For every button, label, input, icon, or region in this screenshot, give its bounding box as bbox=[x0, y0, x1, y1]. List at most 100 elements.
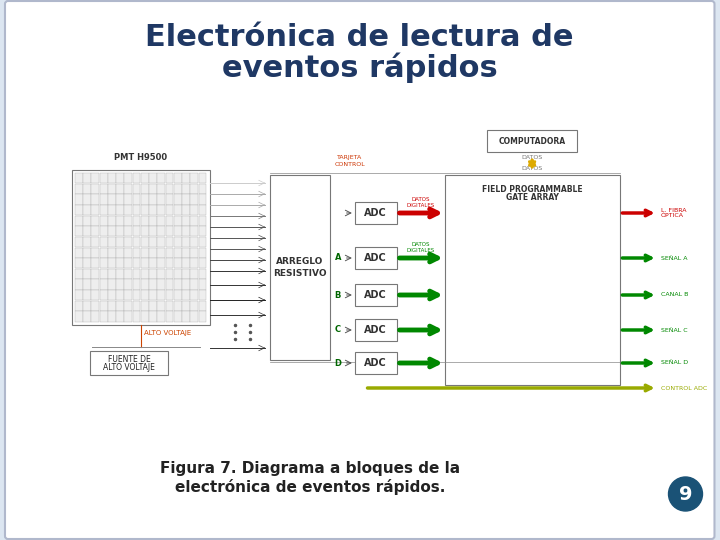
Text: CONTROL ADC: CONTROL ADC bbox=[660, 386, 707, 390]
FancyBboxPatch shape bbox=[108, 173, 116, 183]
Text: GATE ARRAY: GATE ARRAY bbox=[505, 192, 559, 201]
FancyBboxPatch shape bbox=[91, 269, 99, 279]
Text: DATOS
DIGITALES: DATOS DIGITALES bbox=[407, 242, 435, 253]
FancyBboxPatch shape bbox=[174, 258, 181, 268]
FancyBboxPatch shape bbox=[99, 312, 107, 322]
FancyBboxPatch shape bbox=[174, 184, 181, 194]
FancyBboxPatch shape bbox=[174, 215, 181, 226]
Text: 9: 9 bbox=[679, 484, 692, 503]
FancyBboxPatch shape bbox=[84, 301, 91, 311]
FancyBboxPatch shape bbox=[141, 290, 149, 300]
FancyBboxPatch shape bbox=[116, 205, 124, 215]
FancyBboxPatch shape bbox=[84, 205, 91, 215]
FancyBboxPatch shape bbox=[182, 279, 190, 289]
FancyBboxPatch shape bbox=[158, 269, 165, 279]
FancyBboxPatch shape bbox=[99, 290, 107, 300]
FancyBboxPatch shape bbox=[108, 215, 116, 226]
FancyBboxPatch shape bbox=[75, 194, 83, 205]
FancyBboxPatch shape bbox=[116, 184, 124, 194]
FancyBboxPatch shape bbox=[190, 301, 198, 311]
FancyBboxPatch shape bbox=[125, 290, 132, 300]
FancyBboxPatch shape bbox=[166, 205, 174, 215]
FancyBboxPatch shape bbox=[90, 351, 168, 375]
FancyBboxPatch shape bbox=[99, 215, 107, 226]
FancyBboxPatch shape bbox=[91, 247, 99, 258]
FancyBboxPatch shape bbox=[91, 173, 99, 183]
FancyBboxPatch shape bbox=[158, 258, 165, 268]
FancyBboxPatch shape bbox=[108, 205, 116, 215]
FancyBboxPatch shape bbox=[125, 279, 132, 289]
FancyBboxPatch shape bbox=[174, 247, 181, 258]
FancyBboxPatch shape bbox=[116, 290, 124, 300]
FancyBboxPatch shape bbox=[141, 301, 149, 311]
FancyBboxPatch shape bbox=[199, 215, 207, 226]
FancyBboxPatch shape bbox=[149, 290, 157, 300]
FancyBboxPatch shape bbox=[75, 173, 83, 183]
Circle shape bbox=[668, 477, 703, 511]
FancyBboxPatch shape bbox=[158, 237, 165, 247]
FancyBboxPatch shape bbox=[99, 301, 107, 311]
Text: ALTO VOLTAJE: ALTO VOLTAJE bbox=[144, 330, 191, 336]
FancyBboxPatch shape bbox=[75, 301, 83, 311]
FancyBboxPatch shape bbox=[149, 237, 157, 247]
FancyBboxPatch shape bbox=[84, 237, 91, 247]
FancyBboxPatch shape bbox=[270, 175, 330, 360]
FancyBboxPatch shape bbox=[132, 279, 140, 289]
FancyBboxPatch shape bbox=[190, 279, 198, 289]
FancyBboxPatch shape bbox=[182, 290, 190, 300]
FancyBboxPatch shape bbox=[149, 205, 157, 215]
Text: Electrónica de lectura de: Electrónica de lectura de bbox=[145, 24, 574, 52]
Text: RESISTIVO: RESISTIVO bbox=[273, 269, 327, 278]
FancyBboxPatch shape bbox=[158, 301, 165, 311]
Text: FUENTE DE: FUENTE DE bbox=[107, 354, 150, 363]
FancyBboxPatch shape bbox=[166, 269, 174, 279]
FancyBboxPatch shape bbox=[75, 312, 83, 322]
FancyBboxPatch shape bbox=[141, 194, 149, 205]
FancyBboxPatch shape bbox=[355, 352, 397, 374]
FancyBboxPatch shape bbox=[132, 215, 140, 226]
Text: CANAL B: CANAL B bbox=[660, 293, 688, 298]
FancyBboxPatch shape bbox=[166, 184, 174, 194]
FancyBboxPatch shape bbox=[132, 247, 140, 258]
FancyBboxPatch shape bbox=[199, 290, 207, 300]
FancyBboxPatch shape bbox=[149, 269, 157, 279]
FancyBboxPatch shape bbox=[149, 279, 157, 289]
FancyBboxPatch shape bbox=[84, 312, 91, 322]
FancyBboxPatch shape bbox=[199, 205, 207, 215]
FancyBboxPatch shape bbox=[108, 290, 116, 300]
FancyBboxPatch shape bbox=[149, 184, 157, 194]
Text: SEÑAL C: SEÑAL C bbox=[660, 327, 687, 333]
FancyBboxPatch shape bbox=[149, 258, 157, 268]
FancyBboxPatch shape bbox=[355, 319, 397, 341]
FancyBboxPatch shape bbox=[199, 194, 207, 205]
FancyBboxPatch shape bbox=[75, 237, 83, 247]
FancyBboxPatch shape bbox=[125, 237, 132, 247]
FancyBboxPatch shape bbox=[182, 226, 190, 237]
Text: B: B bbox=[335, 291, 341, 300]
FancyBboxPatch shape bbox=[75, 184, 83, 194]
FancyBboxPatch shape bbox=[158, 290, 165, 300]
Text: ADC: ADC bbox=[364, 358, 387, 368]
FancyBboxPatch shape bbox=[141, 247, 149, 258]
FancyBboxPatch shape bbox=[84, 184, 91, 194]
FancyBboxPatch shape bbox=[166, 312, 174, 322]
FancyBboxPatch shape bbox=[132, 237, 140, 247]
FancyBboxPatch shape bbox=[182, 173, 190, 183]
FancyBboxPatch shape bbox=[108, 301, 116, 311]
FancyBboxPatch shape bbox=[84, 290, 91, 300]
FancyBboxPatch shape bbox=[108, 269, 116, 279]
FancyBboxPatch shape bbox=[158, 205, 165, 215]
FancyBboxPatch shape bbox=[132, 312, 140, 322]
FancyBboxPatch shape bbox=[182, 258, 190, 268]
FancyBboxPatch shape bbox=[182, 184, 190, 194]
FancyBboxPatch shape bbox=[190, 205, 198, 215]
FancyBboxPatch shape bbox=[91, 312, 99, 322]
FancyBboxPatch shape bbox=[116, 312, 124, 322]
FancyBboxPatch shape bbox=[132, 301, 140, 311]
FancyBboxPatch shape bbox=[99, 269, 107, 279]
FancyBboxPatch shape bbox=[125, 258, 132, 268]
FancyBboxPatch shape bbox=[75, 215, 83, 226]
FancyBboxPatch shape bbox=[182, 194, 190, 205]
FancyBboxPatch shape bbox=[99, 258, 107, 268]
FancyBboxPatch shape bbox=[116, 247, 124, 258]
